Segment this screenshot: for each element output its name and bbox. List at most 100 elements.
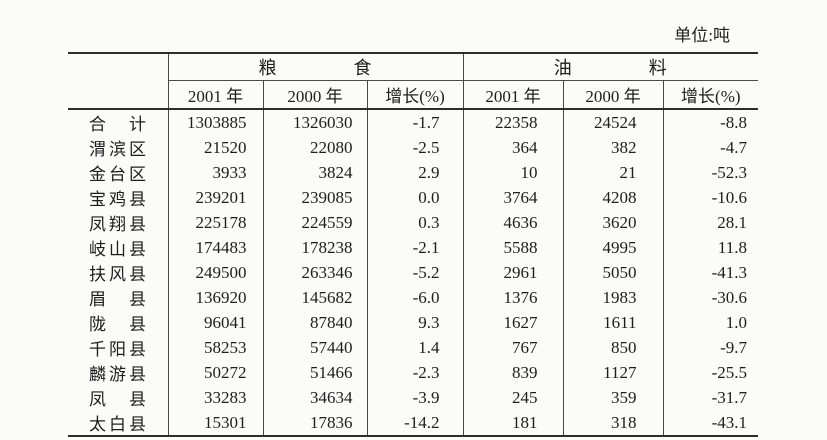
value-cell: -14.2 (366, 410, 464, 436)
value-cell: 364 (462, 135, 564, 160)
value-cell: 21520 (167, 135, 263, 160)
column-header-oil-2001: 2001 年 (462, 80, 564, 110)
value-cell: 1983 (562, 285, 664, 310)
value-cell: 58253 (167, 335, 263, 360)
value-cell: 850 (562, 335, 664, 360)
value-cell: 22080 (262, 135, 367, 160)
value-cell: 181 (462, 410, 564, 436)
value-cell: -25.5 (662, 360, 759, 385)
value-cell: 4208 (562, 185, 664, 210)
statistics-table: 粮 食 油 料 2001 年 2000 年 增长(%) 2001 年 2000 … (68, 52, 759, 437)
column-header-oil-growth: 增长(%) (662, 80, 759, 110)
value-cell: 5588 (462, 235, 564, 260)
value-cell: 1127 (562, 360, 664, 385)
table-row: 麟游县 50272 51466 -2.3 839 1127 -25.5 (68, 360, 759, 385)
row-label-cell: 凤翔县 (89, 215, 149, 234)
value-cell: -52.3 (662, 160, 759, 185)
row-label-cell: 宝鸡县 (89, 190, 149, 209)
table-row: 合 计 1303885 1326030 -1.7 22358 24524 -8.8 (68, 109, 759, 135)
value-cell: 9.3 (366, 310, 464, 335)
table-row: 金台区 3933 3824 2.9 10 21 -52.3 (68, 160, 759, 185)
value-cell: 136920 (167, 285, 263, 310)
value-cell: 1326030 (262, 109, 367, 135)
column-header-oil-2000: 2000 年 (562, 80, 664, 110)
value-cell: -41.3 (662, 260, 759, 285)
row-label-cell: 凤 县 (89, 390, 149, 409)
table-row: 扶风县 249500 263346 -5.2 2961 5050 -41.3 (68, 260, 759, 285)
value-cell: 50272 (167, 360, 263, 385)
value-cell: 839 (462, 360, 564, 385)
value-cell: 4995 (562, 235, 664, 260)
value-cell: 3824 (262, 160, 367, 185)
value-cell: 24524 (562, 109, 664, 135)
value-cell: 145682 (262, 285, 367, 310)
value-cell: 3764 (462, 185, 564, 210)
value-cell: 11.8 (662, 235, 759, 260)
value-cell: -1.7 (366, 109, 464, 135)
value-cell: 245 (462, 385, 564, 410)
value-cell: 51466 (262, 360, 367, 385)
value-cell: 239085 (262, 185, 367, 210)
value-cell: 3620 (562, 210, 664, 235)
value-cell: 10 (462, 160, 564, 185)
value-cell: 33283 (167, 385, 263, 410)
value-cell: 1.4 (366, 335, 464, 360)
row-label-cell: 太白县 (89, 415, 149, 434)
value-cell: 1627 (462, 310, 564, 335)
column-header-grain-2001: 2001 年 (167, 80, 263, 110)
value-cell: 249500 (167, 260, 263, 285)
value-cell: 224559 (262, 210, 367, 235)
value-cell: 21 (562, 160, 664, 185)
table-row: 陇 县 96041 87840 9.3 1627 1611 1.0 (68, 310, 759, 335)
value-cell: 767 (462, 335, 564, 360)
value-cell: 1376 (462, 285, 564, 310)
row-label-cell: 金台区 (89, 165, 149, 184)
value-cell: 382 (562, 135, 664, 160)
group-header-grain: 粮 食 (167, 53, 464, 81)
value-cell: 3933 (167, 160, 263, 185)
table-body: 合 计 1303885 1326030 -1.7 22358 24524 -8.8 渭滨区 21… (68, 109, 759, 436)
value-cell: -8.8 (662, 109, 759, 135)
value-cell: 359 (562, 385, 664, 410)
value-cell: -5.2 (366, 260, 464, 285)
value-cell: -10.6 (662, 185, 759, 210)
row-label-cell: 麟游县 (89, 365, 149, 384)
value-cell: 87840 (262, 310, 367, 335)
value-cell: -3.9 (366, 385, 464, 410)
value-cell: 174483 (167, 235, 263, 260)
value-cell: 0.0 (366, 185, 464, 210)
table-row: 眉 县 136920 145682 -6.0 1376 1983 -30.6 (68, 285, 759, 310)
row-label-cell: 渭滨区 (89, 140, 149, 159)
table-row: 岐山县 174483 178238 -2.1 5588 4995 11.8 (68, 235, 759, 260)
table-row: 渭滨区 21520 22080 -2.5 364 382 -4.7 (68, 135, 759, 160)
value-cell: 178238 (262, 235, 367, 260)
row-label-cell: 合 计 (89, 115, 149, 134)
corner-cell (68, 53, 168, 110)
value-cell: 15301 (167, 410, 263, 436)
value-cell: 318 (562, 410, 664, 436)
column-header-grain-growth: 增长(%) (366, 80, 464, 110)
value-cell: 1303885 (167, 109, 263, 135)
value-cell: -2.1 (366, 235, 464, 260)
value-cell: 225178 (167, 210, 263, 235)
value-cell: 57440 (262, 335, 367, 360)
value-cell: 263346 (262, 260, 367, 285)
group-header-row: 粮 食 油 料 (68, 53, 759, 110)
value-cell: -31.7 (662, 385, 759, 410)
row-label-cell: 眉 县 (89, 290, 149, 309)
value-cell: -6.0 (366, 285, 464, 310)
unit-label: 单位:吨 (674, 26, 730, 45)
value-cell: -4.7 (662, 135, 759, 160)
row-label-cell: 千阳县 (89, 340, 149, 359)
table-row: 凤翔县 225178 224559 0.3 4636 3620 28.1 (68, 210, 759, 235)
value-cell: -30.6 (662, 285, 759, 310)
value-cell: 1.0 (662, 310, 759, 335)
value-cell: 17836 (262, 410, 367, 436)
column-header-grain-2000: 2000 年 (262, 80, 367, 110)
value-cell: 22358 (462, 109, 564, 135)
value-cell: 239201 (167, 185, 263, 210)
value-cell: 28.1 (662, 210, 759, 235)
value-cell: 34634 (262, 385, 367, 410)
value-cell: -2.5 (366, 135, 464, 160)
